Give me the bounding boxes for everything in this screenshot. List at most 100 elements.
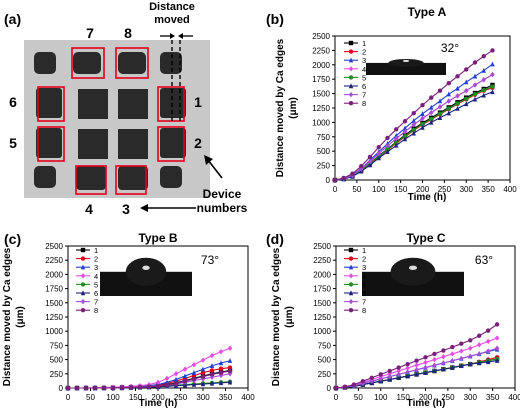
device-number-4: 4 (85, 201, 93, 217)
data-point (385, 149, 390, 154)
y-tick-label: 0 (327, 384, 332, 393)
device-highlight-boxes (37, 47, 185, 195)
data-point (350, 171, 355, 176)
chart-title: Type A (408, 5, 447, 19)
y-tick-label: 250 (317, 162, 331, 171)
x-tick-label: 250 (438, 185, 452, 194)
data-point (477, 333, 482, 338)
data-point (227, 368, 233, 374)
device-number-2: 2 (194, 135, 202, 151)
device-number-8: 8 (124, 25, 132, 41)
data-point (490, 89, 495, 95)
y-axis-label: Distance moved by Ca edges (μm) (271, 247, 295, 386)
droplet-highlight (142, 265, 150, 271)
data-point (429, 95, 434, 100)
data-point (446, 98, 451, 104)
x-axis-label: Time (h) (139, 398, 178, 409)
pad (118, 129, 148, 159)
data-point (396, 365, 401, 370)
series-8 (332, 48, 495, 183)
device-number-5: 5 (9, 135, 17, 151)
chart-title: Type C (406, 231, 445, 245)
y-tick-label: 1500 (312, 90, 330, 99)
droplet-highlight (408, 265, 418, 271)
data-point (341, 175, 346, 181)
y-tick-label: 2000 (313, 270, 331, 279)
x-tick-label: 0 (334, 393, 339, 402)
data-point (394, 142, 399, 148)
data-point (464, 101, 469, 107)
y-tick-label: 2500 (45, 242, 63, 251)
data-point (227, 379, 233, 385)
data-point (92, 385, 98, 391)
data-point (414, 367, 419, 373)
data-point (351, 382, 357, 387)
data-point (65, 385, 71, 391)
x-tick-label: 50 (86, 393, 95, 402)
data-point (80, 308, 86, 313)
legend-label: 1 (362, 39, 366, 48)
data-point (472, 96, 478, 102)
data-point (450, 364, 455, 370)
data-point (182, 366, 188, 372)
data-point (348, 49, 354, 54)
data-point (128, 385, 134, 390)
data-point (80, 256, 86, 261)
data-point (423, 364, 428, 371)
data-point (464, 67, 469, 72)
y-tick-label: 2500 (313, 242, 331, 251)
data-point (209, 368, 215, 373)
legend-label: 2 (362, 48, 366, 57)
pad (160, 88, 186, 118)
data-point (459, 355, 464, 362)
data-point (494, 358, 500, 363)
data-point (74, 385, 80, 391)
legend-label: 5 (362, 280, 366, 289)
highlight-box-6 (37, 86, 65, 122)
data-point (429, 116, 434, 122)
data-point (405, 361, 410, 367)
data-point (411, 117, 416, 123)
legend-label: 7 (94, 298, 98, 307)
legend-label: 7 (362, 91, 366, 100)
data-point (464, 79, 469, 85)
annotation-device: Device (203, 187, 242, 201)
x-tick-label: 50 (352, 185, 361, 194)
device-number-1: 1 (194, 94, 202, 110)
data-point (359, 166, 364, 172)
data-point (191, 362, 197, 368)
data-point (481, 92, 486, 98)
x-tick-label: 200 (151, 393, 165, 402)
data-point (369, 375, 374, 380)
x-tick-label: 50 (354, 393, 363, 402)
data-point (411, 127, 416, 133)
data-point (333, 385, 339, 391)
data-point (396, 368, 401, 374)
data-point (481, 77, 486, 83)
data-point (80, 273, 86, 279)
y-tick-label: 750 (317, 133, 331, 142)
chart-type-b: (c) Type B0250500750100012501500175020002… (2, 231, 255, 409)
data-point (376, 155, 381, 161)
data-point (446, 106, 451, 111)
data-point (200, 381, 206, 387)
data-point (209, 374, 215, 380)
data-point (394, 140, 399, 145)
data-point (348, 83, 354, 89)
x-tick-label: 100 (372, 185, 386, 194)
legend-label: 3 (362, 263, 366, 272)
data-point (446, 81, 451, 86)
data-point (472, 60, 478, 65)
data-point (218, 348, 224, 355)
device-number-6: 6 (9, 94, 17, 110)
data-point (367, 162, 373, 168)
legend-label: 1 (94, 246, 98, 255)
x-tick-label: 200 (419, 393, 433, 402)
highlight-box-8 (115, 47, 149, 79)
legend-label: 8 (362, 306, 366, 315)
data-point (369, 378, 374, 384)
droplet-shape (125, 257, 167, 286)
